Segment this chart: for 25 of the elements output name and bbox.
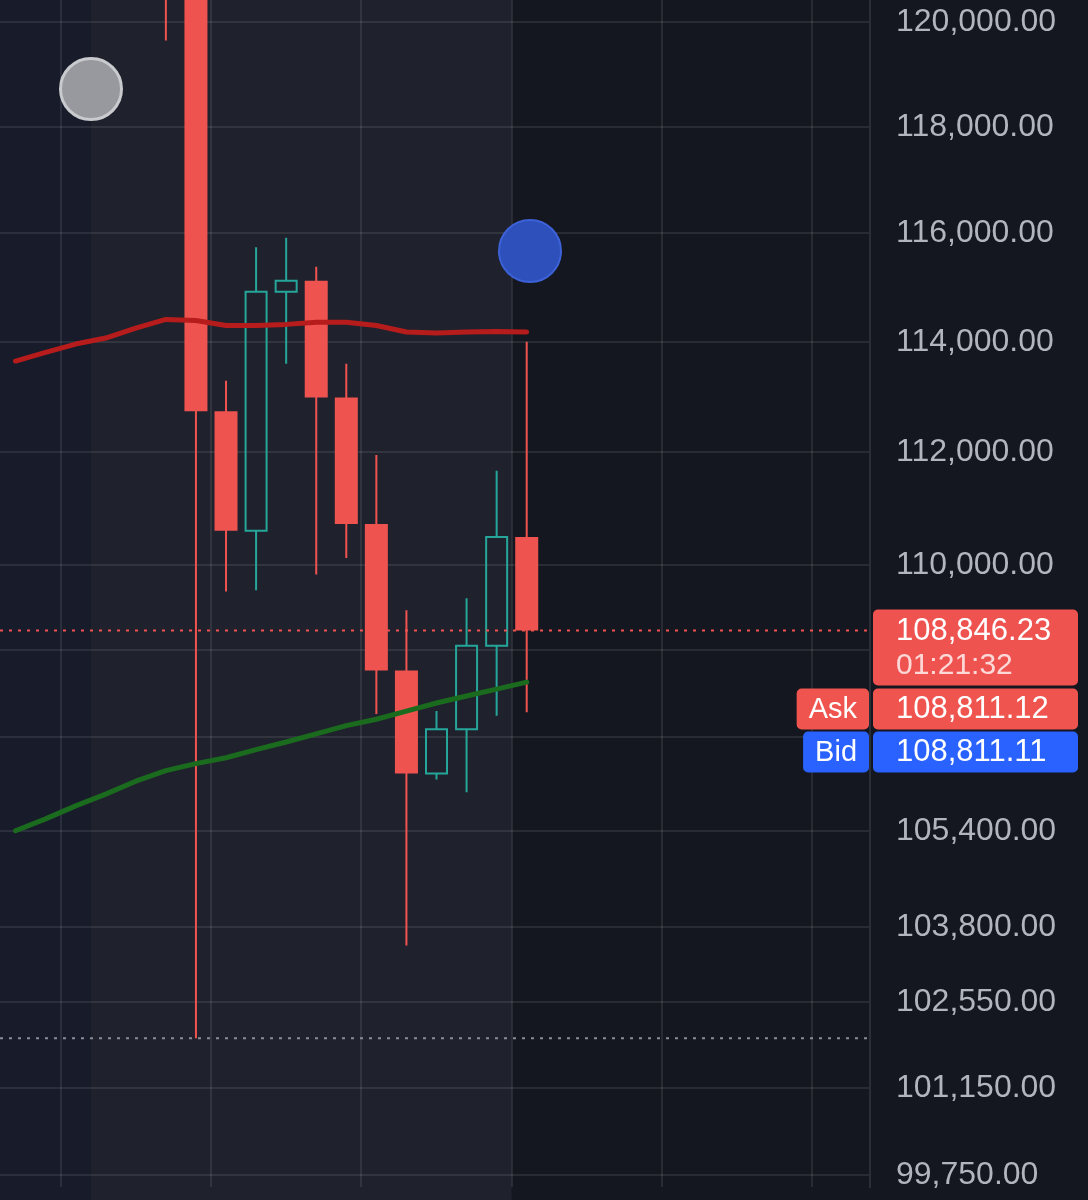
text: 108,811.12	[896, 690, 1049, 726]
text: 108,811.11	[896, 733, 1047, 769]
annotation: Ask	[808, 691, 858, 724]
candlestick	[425, 710, 448, 781]
y-tick-label: 101,150.00	[896, 1067, 1057, 1104]
y-tick-label: 114,000.00	[896, 321, 1054, 358]
candlestick	[485, 469, 509, 717]
y-tick-label: 105,400.00	[896, 811, 1057, 848]
candlestick	[244, 246, 268, 592]
text: 01:21:32	[896, 646, 1013, 680]
candlestick	[274, 236, 298, 365]
y-tick-label: 99,750.00	[896, 1154, 1039, 1191]
y-tick-label: 120,000.00	[896, 1, 1057, 38]
annotation: Bid	[815, 734, 857, 767]
y-tick-label: 116,000.00	[896, 213, 1054, 250]
ref-line-label: 108,846.23	[896, 612, 1052, 648]
y-tick-label: 118,000.00	[896, 106, 1054, 143]
y-tick-label: 112,000.00	[896, 432, 1054, 469]
candlestick	[334, 363, 358, 558]
y-tick-label: 102,550.00	[896, 982, 1057, 1019]
candlestick	[304, 266, 328, 575]
candlestick	[214, 380, 238, 592]
y-tick-label: 110,000.00	[896, 544, 1054, 581]
y-tick-label: 103,800.00	[896, 906, 1057, 943]
candlestick	[455, 597, 479, 794]
